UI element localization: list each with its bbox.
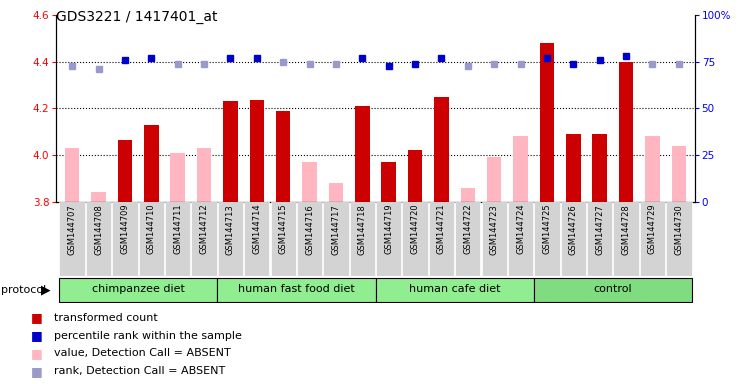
- Bar: [355, 106, 369, 202]
- Text: rank, Detection Call = ABSENT: rank, Detection Call = ABSENT: [54, 366, 225, 376]
- Bar: [303, 162, 317, 202]
- Text: GSM144710: GSM144710: [146, 204, 155, 255]
- Text: GSM144729: GSM144729: [648, 204, 657, 255]
- Text: GSM144716: GSM144716: [305, 204, 314, 255]
- Bar: [593, 134, 607, 202]
- Bar: [144, 125, 158, 202]
- Text: GSM144709: GSM144709: [120, 204, 129, 255]
- Text: protocol: protocol: [1, 285, 46, 295]
- Bar: [276, 111, 291, 202]
- Bar: [561, 202, 586, 276]
- Text: GSM144714: GSM144714: [252, 204, 261, 255]
- Text: human fast food diet: human fast food diet: [238, 285, 354, 295]
- Bar: [434, 97, 448, 202]
- Bar: [587, 202, 612, 276]
- Text: GSM144724: GSM144724: [516, 204, 525, 255]
- Text: GSM144712: GSM144712: [200, 204, 209, 255]
- Bar: [460, 188, 475, 202]
- Text: chimpanzee diet: chimpanzee diet: [92, 285, 185, 295]
- Text: ■: ■: [31, 329, 42, 342]
- Text: GSM144727: GSM144727: [596, 204, 605, 255]
- Bar: [297, 202, 322, 276]
- Text: human cafe diet: human cafe diet: [409, 285, 500, 295]
- Text: GSM144728: GSM144728: [622, 204, 631, 255]
- Bar: [218, 202, 243, 276]
- Bar: [619, 62, 633, 202]
- Bar: [408, 151, 422, 202]
- Bar: [270, 202, 296, 276]
- Text: GSM144730: GSM144730: [674, 204, 683, 255]
- Text: GSM144711: GSM144711: [173, 204, 182, 255]
- Text: GSM144715: GSM144715: [279, 204, 288, 255]
- Text: GSM144720: GSM144720: [411, 204, 420, 255]
- Text: control: control: [593, 285, 632, 295]
- Bar: [534, 202, 559, 276]
- Bar: [666, 202, 692, 276]
- Bar: [59, 202, 85, 276]
- Text: GSM144722: GSM144722: [463, 204, 472, 255]
- Bar: [165, 202, 190, 276]
- Text: GSM144708: GSM144708: [94, 204, 103, 255]
- Text: GDS3221 / 1417401_at: GDS3221 / 1417401_at: [56, 10, 218, 23]
- Bar: [244, 202, 270, 276]
- Bar: [118, 140, 132, 202]
- Bar: [376, 278, 534, 302]
- Bar: [197, 148, 211, 202]
- Text: GSM144713: GSM144713: [226, 204, 235, 255]
- Text: GSM144721: GSM144721: [437, 204, 446, 255]
- Bar: [403, 202, 428, 276]
- Bar: [487, 157, 502, 202]
- Text: GSM144725: GSM144725: [542, 204, 551, 255]
- Text: GSM144718: GSM144718: [357, 204, 366, 255]
- Bar: [566, 134, 581, 202]
- Bar: [640, 202, 665, 276]
- Text: GSM144717: GSM144717: [331, 204, 340, 255]
- Text: GSM144726: GSM144726: [569, 204, 578, 255]
- Bar: [217, 278, 376, 302]
- Text: percentile rank within the sample: percentile rank within the sample: [54, 331, 242, 341]
- Bar: [376, 202, 401, 276]
- Text: ■: ■: [31, 364, 42, 377]
- Text: value, Detection Call = ABSENT: value, Detection Call = ABSENT: [54, 348, 231, 358]
- Bar: [455, 202, 481, 276]
- Bar: [534, 278, 692, 302]
- Bar: [59, 278, 217, 302]
- Text: ■: ■: [31, 311, 42, 324]
- Bar: [112, 202, 137, 276]
- Bar: [481, 202, 507, 276]
- Text: transformed count: transformed count: [54, 313, 158, 323]
- Bar: [429, 202, 454, 276]
- Bar: [139, 202, 164, 276]
- Bar: [192, 202, 217, 276]
- Bar: [382, 162, 396, 202]
- Text: GSM144707: GSM144707: [68, 204, 77, 255]
- Bar: [65, 148, 80, 202]
- Bar: [249, 100, 264, 202]
- Bar: [508, 202, 533, 276]
- Text: GSM144719: GSM144719: [385, 204, 394, 255]
- Bar: [671, 146, 686, 202]
- Bar: [645, 136, 659, 202]
- Bar: [514, 136, 528, 202]
- Bar: [86, 202, 111, 276]
- Bar: [614, 202, 639, 276]
- Bar: [329, 183, 343, 202]
- Bar: [350, 202, 375, 276]
- Text: ■: ■: [31, 347, 42, 360]
- Bar: [170, 153, 185, 202]
- Bar: [540, 43, 554, 202]
- Bar: [223, 101, 237, 202]
- Bar: [323, 202, 348, 276]
- Text: GSM144723: GSM144723: [490, 204, 499, 255]
- Bar: [92, 192, 106, 202]
- Text: ▶: ▶: [41, 283, 50, 296]
